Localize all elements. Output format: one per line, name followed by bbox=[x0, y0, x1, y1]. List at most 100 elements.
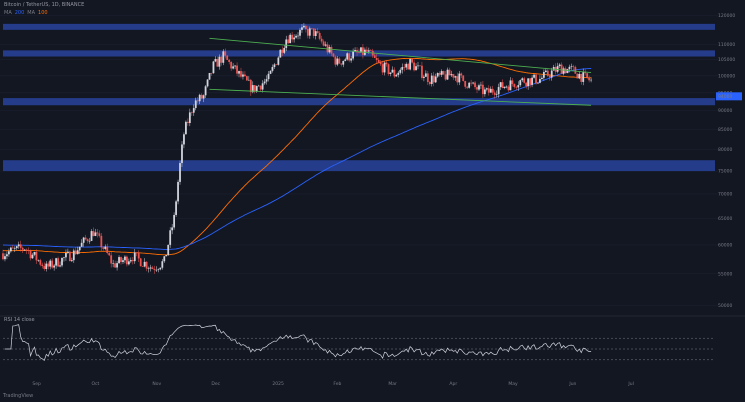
candle-body bbox=[476, 87, 478, 90]
candle-body bbox=[257, 85, 260, 87]
candle-body bbox=[415, 66, 417, 71]
candle bbox=[306, 25, 309, 39]
candle-body bbox=[19, 244, 22, 248]
candle-body bbox=[468, 82, 471, 88]
candle-body bbox=[230, 61, 233, 69]
candle bbox=[214, 56, 217, 63]
candle-body bbox=[255, 86, 258, 92]
candle bbox=[318, 31, 321, 41]
rsi-pane bbox=[0, 315, 745, 361]
candle-body bbox=[570, 66, 573, 67]
candle-body bbox=[301, 27, 303, 30]
candle-body bbox=[436, 73, 439, 77]
candle-body bbox=[179, 163, 181, 182]
candle bbox=[399, 67, 402, 75]
candle-body bbox=[244, 74, 246, 77]
candle bbox=[236, 62, 238, 77]
candle-body bbox=[226, 55, 229, 60]
candle bbox=[133, 248, 136, 264]
candle bbox=[297, 32, 299, 40]
candle-body bbox=[13, 248, 16, 249]
candle bbox=[112, 259, 115, 268]
candle bbox=[200, 93, 203, 100]
candle bbox=[541, 75, 543, 80]
candle bbox=[509, 77, 512, 91]
candle-body bbox=[541, 77, 543, 80]
candle-body bbox=[432, 75, 435, 83]
candle-body bbox=[354, 49, 356, 52]
candle bbox=[43, 262, 46, 271]
candle-body bbox=[126, 256, 128, 265]
candle bbox=[143, 258, 146, 268]
candle bbox=[426, 70, 429, 85]
candle bbox=[183, 132, 185, 149]
candle-body bbox=[446, 69, 449, 80]
rsi-line bbox=[5, 324, 592, 361]
candle-body bbox=[31, 254, 34, 259]
candle-body bbox=[84, 237, 87, 240]
zone bbox=[3, 98, 715, 106]
candle bbox=[383, 61, 386, 76]
candle-body bbox=[417, 65, 419, 67]
candle-body bbox=[531, 77, 533, 85]
candle-body bbox=[442, 71, 445, 75]
candle bbox=[33, 251, 36, 257]
wedge-lower-line bbox=[209, 88, 592, 106]
candle bbox=[350, 56, 353, 63]
candle-body bbox=[391, 69, 394, 73]
candle bbox=[334, 55, 337, 68]
price-tick-label: 50000 bbox=[718, 303, 732, 309]
candle bbox=[415, 63, 417, 71]
candle-body bbox=[157, 269, 160, 270]
candle bbox=[275, 64, 278, 66]
candle-body bbox=[57, 258, 59, 267]
candle bbox=[572, 64, 575, 71]
candle-body bbox=[289, 34, 292, 44]
candle-body bbox=[104, 246, 107, 249]
candle bbox=[157, 268, 160, 273]
ma-fast-value: 100 bbox=[38, 10, 48, 16]
candle bbox=[391, 66, 394, 73]
candle bbox=[478, 83, 480, 91]
candle bbox=[82, 236, 85, 247]
candle-body bbox=[580, 73, 583, 82]
candle-body bbox=[503, 86, 506, 88]
candle bbox=[234, 65, 236, 70]
candle-body bbox=[110, 255, 113, 264]
candle-body bbox=[336, 58, 339, 65]
candle bbox=[35, 249, 38, 265]
candle bbox=[472, 81, 474, 85]
last-price-badge bbox=[716, 92, 742, 101]
candle bbox=[476, 84, 478, 94]
candle-body bbox=[249, 79, 252, 93]
candle bbox=[177, 179, 179, 205]
candle bbox=[267, 71, 270, 82]
candle bbox=[517, 81, 520, 91]
candle-body bbox=[352, 51, 354, 59]
candle-body bbox=[405, 63, 408, 68]
candle bbox=[452, 73, 455, 81]
candle bbox=[424, 70, 427, 77]
candle bbox=[303, 23, 305, 29]
candle-body bbox=[51, 260, 54, 268]
candle-body bbox=[27, 250, 30, 251]
candle-body bbox=[550, 70, 553, 78]
candle bbox=[550, 67, 553, 81]
candle-body bbox=[224, 51, 227, 56]
candle bbox=[428, 80, 431, 86]
candle-body bbox=[401, 67, 404, 70]
candle-body bbox=[61, 257, 63, 266]
candle-body bbox=[275, 64, 278, 66]
candle-body bbox=[253, 85, 256, 92]
candle bbox=[45, 261, 48, 272]
price-tick-label: 60000 bbox=[718, 242, 732, 248]
candle-body bbox=[149, 267, 152, 269]
candle-body bbox=[86, 239, 89, 242]
zone bbox=[3, 23, 715, 30]
candle-body bbox=[572, 66, 575, 68]
candle bbox=[556, 62, 559, 74]
candle bbox=[373, 52, 376, 59]
candle-body bbox=[153, 268, 156, 270]
candle-body bbox=[208, 72, 211, 80]
